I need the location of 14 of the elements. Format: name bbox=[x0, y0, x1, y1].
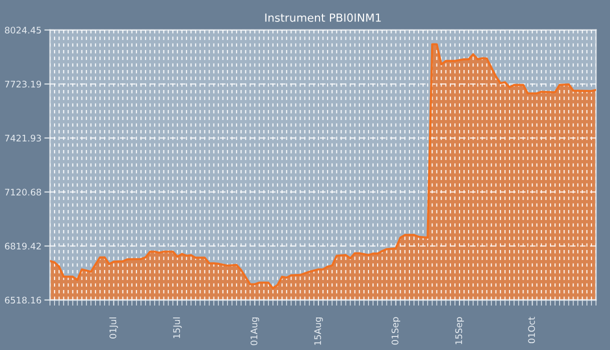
x-tick-label: 01Jul bbox=[109, 318, 118, 338]
x-tick-label: 01Oct bbox=[528, 316, 535, 344]
y-tick-label: 7723.19 bbox=[5, 80, 42, 88]
x-tick-label: 15Aug bbox=[314, 317, 323, 345]
x-tick-label: 01Aug bbox=[250, 317, 260, 346]
y-tick-label: 8024.45 bbox=[4, 26, 41, 34]
x-tick-label: 15Jul bbox=[173, 318, 182, 338]
y-tick-label: 6518.16 bbox=[4, 296, 42, 304]
x-tick-label: 01Sep bbox=[392, 317, 400, 345]
y-tick-label: 7120.68 bbox=[5, 188, 42, 196]
y-tick-label: 6819.42 bbox=[4, 242, 41, 250]
x-tick-label: 15Sep bbox=[455, 317, 464, 344]
y-tick-label: 7421.93 bbox=[5, 134, 41, 142]
chart-title: Instrument PBI0INM1 bbox=[265, 13, 381, 22]
